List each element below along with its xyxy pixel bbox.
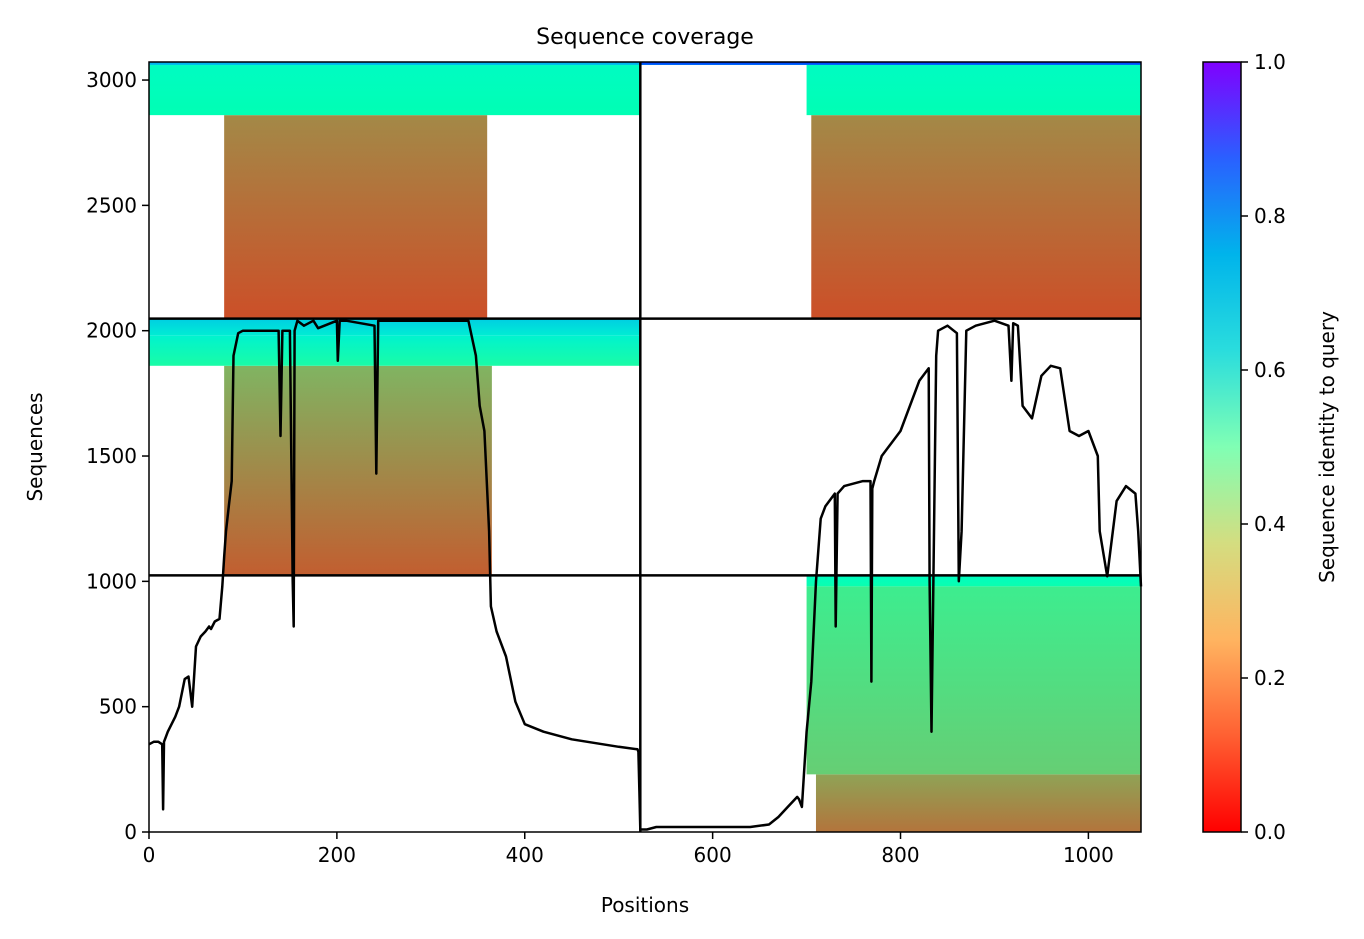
coverage-block-segment xyxy=(806,575,1141,587)
coverage-line xyxy=(148,319,1143,831)
x-axis-label: Positions xyxy=(601,893,689,917)
plot-frame xyxy=(148,61,1142,833)
coverage-block-segment xyxy=(149,65,641,116)
y-axis: 0 500 1000 1500 2000 2500 3000 xyxy=(86,68,149,844)
coverage-block-segment xyxy=(806,65,1141,116)
coverage-block-segment xyxy=(640,62,1141,66)
x-axis: 0 200 400 600 800 1000 xyxy=(143,832,1114,867)
coverage-heatmap xyxy=(149,62,1141,832)
plot-area xyxy=(148,61,1143,833)
x-tick-label: 200 xyxy=(318,843,356,867)
x-tick-label: 400 xyxy=(506,843,544,867)
x-tick-label: 1000 xyxy=(1063,843,1114,867)
coverage-block-segment xyxy=(149,335,641,366)
colorbar: 0.0 0.2 0.4 0.6 0.8 1.0 Sequence identity to … xyxy=(1202,50,1339,844)
y-tick-label: 2000 xyxy=(86,319,137,343)
chart-title: Sequence coverage xyxy=(536,25,754,50)
colorbar-ticks: 0.0 0.2 0.4 0.6 0.8 1.0 xyxy=(1241,50,1286,844)
y-tick-label: 500 xyxy=(99,695,137,719)
y-axis-label: Sequences xyxy=(23,392,47,501)
coverage-block-segment xyxy=(806,586,1141,775)
y-tick-label: 1500 xyxy=(86,444,137,468)
colorbar-tick-label: 0.4 xyxy=(1254,512,1286,536)
colorbar-label: Sequence identity to query xyxy=(1315,311,1339,583)
y-tick-label: 2500 xyxy=(86,193,137,217)
x-tick-label: 800 xyxy=(881,843,919,867)
coverage-block-segment xyxy=(815,774,1141,832)
colorbar-tick-label: 0.2 xyxy=(1254,666,1286,690)
y-tick-label: 1000 xyxy=(86,569,137,593)
coverage-block-segment xyxy=(149,62,641,66)
y-tick-label: 0 xyxy=(124,820,137,844)
coverage-block-segment xyxy=(811,115,1141,319)
y-tick-label: 3000 xyxy=(86,68,137,92)
colorbar-tick-label: 0.8 xyxy=(1254,204,1286,228)
coverage-block-segment xyxy=(224,115,488,319)
chain-boundary-lines xyxy=(149,62,1141,832)
coverage-block-segment xyxy=(224,365,492,576)
colorbar-tick-label: 0.0 xyxy=(1254,820,1286,844)
x-tick-label: 600 xyxy=(694,843,732,867)
colorbar-tick-label: 1.0 xyxy=(1254,50,1286,74)
colorbar-tick-label: 0.6 xyxy=(1254,358,1286,382)
colorbar-gradient xyxy=(1202,61,1242,833)
x-tick-label: 0 xyxy=(143,843,156,867)
